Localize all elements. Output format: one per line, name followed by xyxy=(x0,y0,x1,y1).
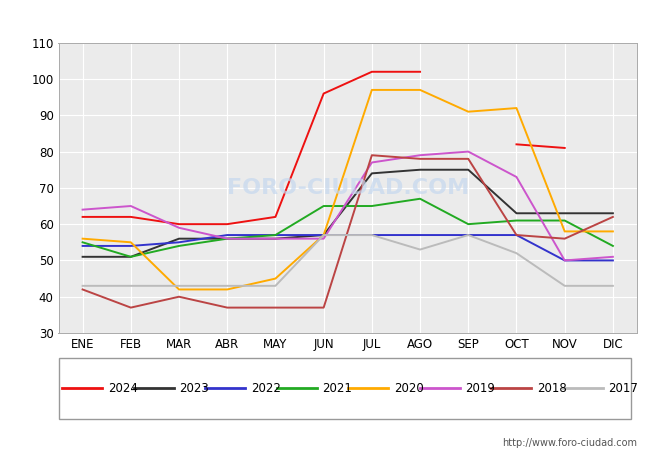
Text: Afiliados en Sotalbo a 30/11/2024: Afiliados en Sotalbo a 30/11/2024 xyxy=(178,10,472,28)
Text: 2020: 2020 xyxy=(394,382,424,395)
Text: FORO-CIUDAD.COM: FORO-CIUDAD.COM xyxy=(227,178,469,198)
Text: 2021: 2021 xyxy=(322,382,352,395)
FancyBboxPatch shape xyxy=(58,358,630,418)
Text: 2019: 2019 xyxy=(465,382,495,395)
Text: 2017: 2017 xyxy=(608,382,638,395)
Text: http://www.foro-ciudad.com: http://www.foro-ciudad.com xyxy=(502,438,637,448)
Text: 2024: 2024 xyxy=(108,382,138,395)
Text: 2023: 2023 xyxy=(179,382,209,395)
Text: 2018: 2018 xyxy=(537,382,567,395)
Text: 2022: 2022 xyxy=(251,382,281,395)
